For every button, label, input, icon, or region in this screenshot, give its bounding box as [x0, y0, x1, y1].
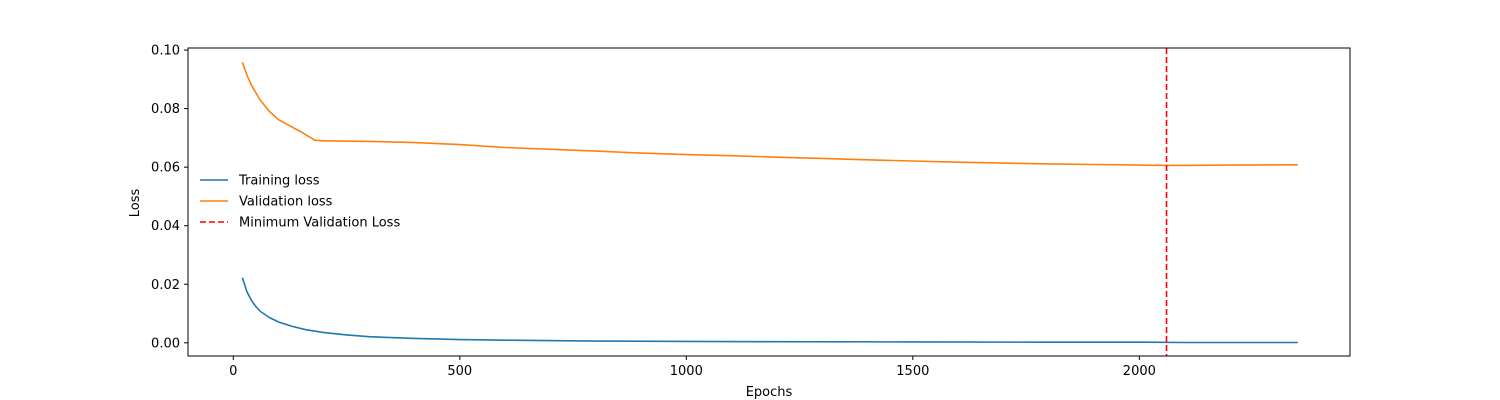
y-axis-title: Loss — [128, 189, 143, 218]
x-axis-title: Epochs — [746, 385, 793, 400]
x-tick-label: 500 — [447, 364, 472, 379]
y-tick-label: 0.02 — [151, 278, 180, 293]
y-tick-label: 0.10 — [151, 44, 180, 59]
y-tick-label: 0.04 — [151, 219, 180, 234]
x-axis: 0 500 1000 1500 2000 — [229, 356, 1156, 379]
x-tick-label: 1500 — [896, 364, 929, 379]
legend-label-validation-loss: Validation loss — [239, 195, 333, 210]
y-tick-label: 0.08 — [151, 102, 180, 117]
y-tick-label: 0.00 — [151, 336, 180, 351]
legend-label-training-loss: Training loss — [238, 174, 320, 189]
x-tick-label: 1000 — [670, 364, 703, 379]
legend-label-minimum-validation-loss: Minimum Validation Loss — [239, 216, 400, 231]
x-tick-label: 2000 — [1123, 364, 1156, 379]
series-line-validation-loss — [241, 62, 1298, 167]
x-tick-label: 0 — [229, 364, 237, 379]
plot-area — [241, 48, 1298, 356]
y-tick-label: 0.06 — [151, 161, 180, 176]
legend: Training loss Validation loss Minimum Vali… — [200, 174, 400, 231]
axes-frame — [187, 47, 1351, 357]
series-line-training-loss — [241, 277, 1298, 344]
y-axis: 0.00 0.02 0.04 0.06 0.08 0.10 — [151, 44, 188, 351]
